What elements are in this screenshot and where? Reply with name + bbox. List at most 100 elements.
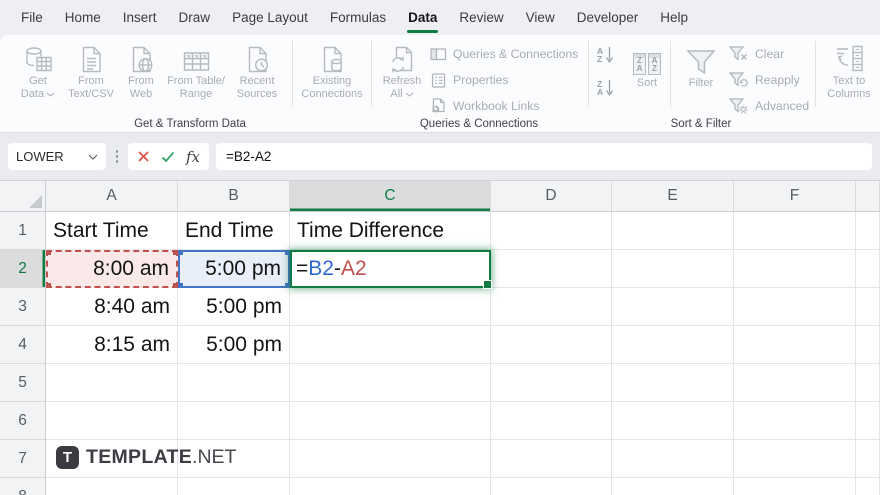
cell-B2[interactable]: 5:00 pm bbox=[178, 250, 290, 288]
row-header-2[interactable]: 2 bbox=[0, 250, 46, 288]
cell-E3[interactable] bbox=[612, 288, 734, 326]
cell-A8[interactable] bbox=[46, 478, 178, 495]
advanced-filter-button[interactable]: Advanced bbox=[729, 94, 809, 118]
from-table-range-button[interactable]: From Table/ Range bbox=[162, 39, 230, 100]
column-header-B[interactable]: B bbox=[178, 181, 290, 212]
row-header-8[interactable]: 8 bbox=[0, 478, 46, 495]
reapply-filter-button[interactable]: Reapply bbox=[729, 68, 800, 92]
clear-filter-button[interactable]: Clear bbox=[729, 42, 784, 66]
cell-D6[interactable] bbox=[491, 402, 612, 440]
cell-B7[interactable] bbox=[178, 440, 290, 478]
cell-E2[interactable] bbox=[612, 250, 734, 288]
row-header-7[interactable]: 7 bbox=[0, 440, 46, 478]
cell-g5[interactable] bbox=[856, 364, 880, 402]
menu-item-file[interactable]: File bbox=[21, 10, 43, 25]
cell-A2[interactable]: 8:00 am bbox=[46, 250, 178, 288]
cell-C3[interactable] bbox=[290, 288, 491, 326]
cell-B1[interactable]: End Time bbox=[178, 212, 290, 250]
cell-F7[interactable] bbox=[734, 440, 856, 478]
cell-C8[interactable] bbox=[290, 478, 491, 495]
cell-F2[interactable] bbox=[734, 250, 856, 288]
insert-function-icon[interactable]: fx bbox=[186, 147, 201, 166]
cell-B3[interactable]: 5:00 pm bbox=[178, 288, 290, 326]
column-header-partial[interactable] bbox=[856, 181, 880, 212]
cell-D5[interactable] bbox=[491, 364, 612, 402]
cell-F5[interactable] bbox=[734, 364, 856, 402]
menu-item-view[interactable]: View bbox=[525, 10, 555, 25]
cell-A3[interactable]: 8:40 am bbox=[46, 288, 178, 326]
filter-button[interactable]: Filter bbox=[676, 41, 726, 90]
from-text-csv-button[interactable]: From Text/CSV bbox=[64, 39, 118, 100]
cell-C2[interactable]: = B2- A2 bbox=[290, 250, 492, 289]
column-header-C[interactable]: C bbox=[290, 181, 491, 212]
menu-item-page-layout[interactable]: Page Layout bbox=[232, 10, 308, 25]
name-box[interactable]: LOWER bbox=[8, 143, 106, 170]
cell-g1[interactable] bbox=[856, 212, 880, 250]
cell-g7[interactable] bbox=[856, 440, 880, 478]
menu-item-home[interactable]: Home bbox=[64, 10, 101, 25]
cell-D4[interactable] bbox=[491, 326, 612, 364]
column-header-E[interactable]: E bbox=[612, 181, 734, 212]
cell-E5[interactable] bbox=[612, 364, 734, 402]
from-web-button[interactable]: From Web bbox=[118, 39, 164, 100]
menu-item-formulas[interactable]: Formulas bbox=[329, 10, 387, 25]
cell-F4[interactable] bbox=[734, 326, 856, 364]
row-header-4[interactable]: 4 bbox=[0, 326, 46, 364]
cell-B6[interactable] bbox=[178, 402, 290, 440]
refresh-all-button[interactable]: Refresh All bbox=[377, 39, 427, 100]
column-header-A[interactable]: A bbox=[46, 181, 178, 212]
properties-button[interactable]: Properties bbox=[430, 68, 509, 92]
cancel-icon[interactable] bbox=[137, 150, 150, 163]
menu-item-data[interactable]: Data bbox=[397, 0, 448, 35]
cell-D7[interactable] bbox=[491, 440, 612, 478]
row-header-3[interactable]: 3 bbox=[0, 288, 46, 326]
formula-input[interactable]: =B2-A2 bbox=[216, 143, 872, 170]
cell-F8[interactable] bbox=[734, 478, 856, 495]
cell-F3[interactable] bbox=[734, 288, 856, 326]
column-header-F[interactable]: F bbox=[734, 181, 856, 212]
workbook-links-button[interactable]: Workbook Links bbox=[430, 94, 539, 118]
menu-item-help[interactable]: Help bbox=[660, 10, 689, 25]
enter-icon[interactable] bbox=[161, 151, 175, 163]
cell-A6[interactable] bbox=[46, 402, 178, 440]
cell-F6[interactable] bbox=[734, 402, 856, 440]
cell-g3[interactable] bbox=[856, 288, 880, 326]
existing-connections-button[interactable]: Existing Connections bbox=[297, 39, 367, 100]
cell-C4[interactable] bbox=[290, 326, 491, 364]
cell-C6[interactable] bbox=[290, 402, 491, 440]
cell-E8[interactable] bbox=[612, 478, 734, 495]
cell-D3[interactable] bbox=[491, 288, 612, 326]
text-to-columns-button[interactable]: Text to Columns bbox=[820, 39, 878, 100]
cell-E7[interactable] bbox=[612, 440, 734, 478]
menu-item-developer[interactable]: Developer bbox=[576, 10, 639, 25]
row-header-5[interactable]: 5 bbox=[0, 364, 46, 402]
cell-g4[interactable] bbox=[856, 326, 880, 364]
cell-B8[interactable] bbox=[178, 478, 290, 495]
cell-g8[interactable] bbox=[856, 478, 880, 495]
select-all-corner[interactable] bbox=[0, 181, 46, 212]
cell-A4[interactable]: 8:15 am bbox=[46, 326, 178, 364]
cell-D2[interactable] bbox=[491, 250, 612, 288]
recent-sources-button[interactable]: Recent Sources bbox=[230, 39, 284, 100]
cell-E4[interactable] bbox=[612, 326, 734, 364]
cell-F1[interactable] bbox=[734, 212, 856, 250]
menu-item-insert[interactable]: Insert bbox=[122, 10, 157, 25]
cell-g2[interactable] bbox=[856, 250, 880, 288]
menu-item-draw[interactable]: Draw bbox=[178, 10, 211, 25]
cell-D8[interactable] bbox=[491, 478, 612, 495]
fill-handle[interactable] bbox=[483, 280, 492, 289]
cell-C1[interactable]: Time Difference bbox=[290, 212, 491, 250]
row-header-6[interactable]: 6 bbox=[0, 402, 46, 440]
get-data-button[interactable]: Get Data bbox=[12, 39, 64, 100]
cell-B4[interactable]: 5:00 pm bbox=[178, 326, 290, 364]
cell-g6[interactable] bbox=[856, 402, 880, 440]
cell-E1[interactable] bbox=[612, 212, 734, 250]
column-header-D[interactable]: D bbox=[491, 181, 612, 212]
cell-E6[interactable] bbox=[612, 402, 734, 440]
cell-A5[interactable] bbox=[46, 364, 178, 402]
cell-C5[interactable] bbox=[290, 364, 491, 402]
cell-D1[interactable] bbox=[491, 212, 612, 250]
